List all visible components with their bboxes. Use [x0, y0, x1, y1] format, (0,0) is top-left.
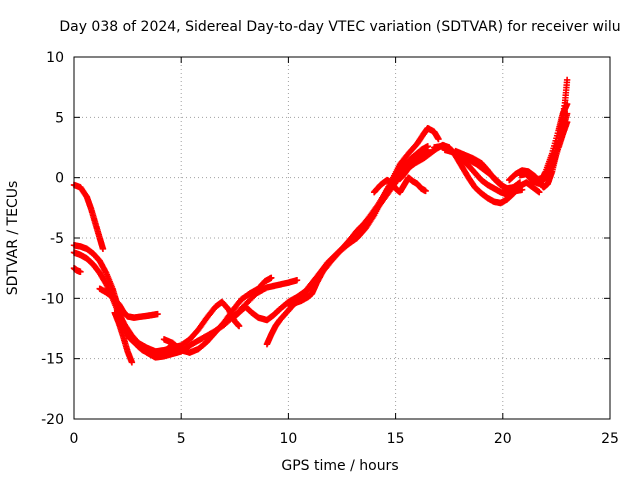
series-track-20 [536, 118, 571, 183]
data-points [70, 76, 571, 366]
data-point [77, 268, 84, 275]
series-track-3 [70, 249, 243, 355]
data-point [435, 135, 442, 143]
y-tick-label: 0 [55, 171, 64, 187]
data-point [563, 118, 571, 126]
series-track-5 [70, 264, 84, 275]
y-tick-label: 10 [46, 50, 64, 66]
y-tick-label: -10 [41, 291, 64, 307]
data-point [424, 143, 431, 150]
series-track-13 [396, 141, 543, 207]
x-axis-label: GPS time / hours [281, 458, 398, 474]
chart-title: Day 038 of 2024, Sidereal Day-to-day VTE… [59, 19, 620, 35]
data-point [235, 322, 243, 330]
series-track-12 [370, 174, 429, 196]
series-track-11 [285, 124, 442, 309]
y-tick-label: -20 [41, 412, 64, 428]
data-point [563, 100, 571, 108]
data-point [293, 277, 301, 284]
x-tick-label: 20 [494, 431, 512, 447]
x-tick-label: 25 [601, 431, 619, 447]
data-point [99, 245, 107, 253]
series-track-4 [96, 285, 161, 321]
x-tick-label: 10 [279, 431, 297, 447]
x-tick-label: 0 [70, 431, 79, 447]
series-track-1 [70, 181, 107, 253]
data-point [154, 310, 161, 318]
series-track-16 [452, 147, 524, 192]
x-tick-label: 15 [387, 431, 405, 447]
x-tick-label: 5 [177, 431, 186, 447]
series-track-8 [160, 274, 275, 356]
grid-lines [74, 57, 610, 419]
data-point [563, 110, 571, 117]
series-track-6 [111, 309, 136, 366]
y-tick-label: 5 [55, 110, 64, 126]
y-tick-label: -15 [41, 352, 64, 368]
data-point [128, 359, 136, 366]
y-axis-label: SDTVAR / TECUs [5, 181, 21, 296]
y-tick-label: -5 [50, 231, 64, 247]
data-point [536, 188, 543, 196]
data-point [422, 187, 429, 195]
data-point [268, 274, 275, 282]
data-point [516, 179, 524, 186]
data-point [518, 186, 526, 193]
axis-ticks: 0 5 10 15 20 25 -20 -15 -10 -5 0 5 10 [41, 50, 619, 447]
data-point [563, 76, 571, 84]
